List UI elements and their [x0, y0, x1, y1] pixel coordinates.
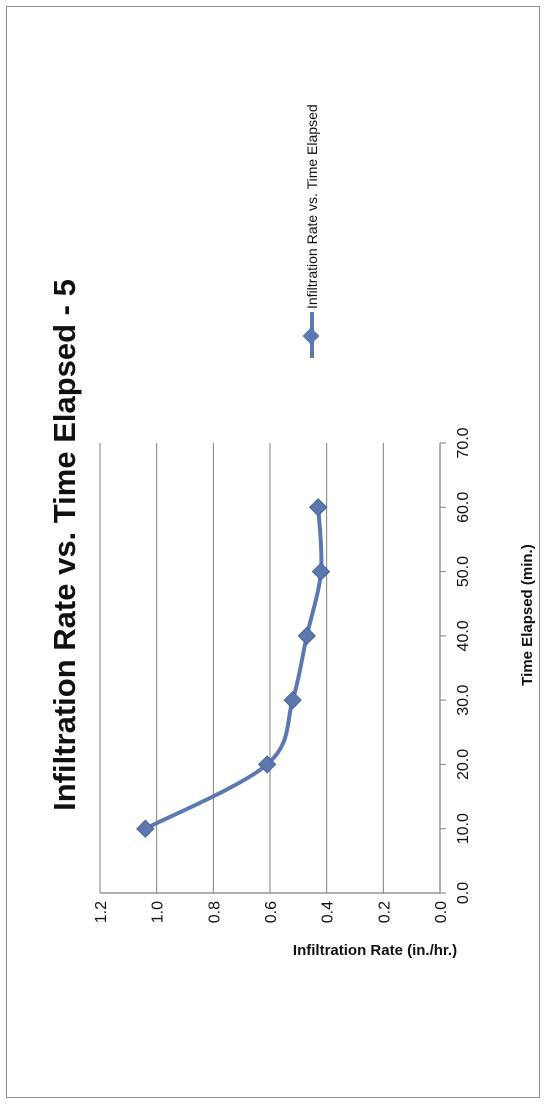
x-axis-title: Time Elapsed (min.) — [519, 544, 536, 685]
y-tick-label: 0.0 — [433, 901, 450, 923]
x-tick-label: 10.0 — [455, 813, 472, 844]
x-tick-label: 60.0 — [455, 492, 472, 523]
y-tick-label: 0.6 — [263, 901, 280, 923]
y-tick-label: 0.2 — [376, 901, 393, 923]
series-layer — [136, 498, 331, 838]
data-point-marker — [311, 562, 331, 581]
y-tick-label: 1.0 — [150, 901, 167, 923]
gridlines — [99, 443, 384, 893]
chart-title: Infiltration Rate vs. Time Elapsed - 5 — [47, 279, 82, 811]
chart-frame — [6, 6, 540, 1098]
legend: Infiltration Rate vs. Time Elapsed — [302, 104, 320, 358]
y-axis-title: Infiltration Rate (in./hr.) — [293, 942, 457, 959]
y-tick-label: 1.2 — [93, 901, 110, 923]
data-point-marker — [308, 498, 328, 517]
data-point-marker — [136, 819, 155, 838]
x-tick-label: 20.0 — [455, 749, 472, 780]
x-tick-label: 70.0 — [455, 427, 472, 458]
y-tick-label: 0.4 — [320, 901, 337, 923]
legend-label: Infiltration Rate vs. Time Elapsed — [304, 104, 320, 309]
y-tick-label: 0.8 — [206, 901, 223, 923]
series-line — [143, 505, 324, 831]
x-tick-label: 40.0 — [455, 620, 472, 651]
x-tick-label: 30.0 — [455, 684, 472, 715]
axes — [100, 442, 446, 894]
data-point-marker — [257, 755, 277, 774]
legend-marker — [302, 327, 320, 345]
tick-labels: 0.0 0.2 0.4 0.6 0.8 1.0 1.2 0.0 10.0 20.0 30.0 40.0… — [93, 427, 472, 923]
data-point-marker — [297, 626, 317, 646]
data-point-marker — [283, 690, 302, 710]
x-tick-label: 50.0 — [455, 556, 472, 587]
x-tick-label: 0.0 — [455, 882, 472, 904]
